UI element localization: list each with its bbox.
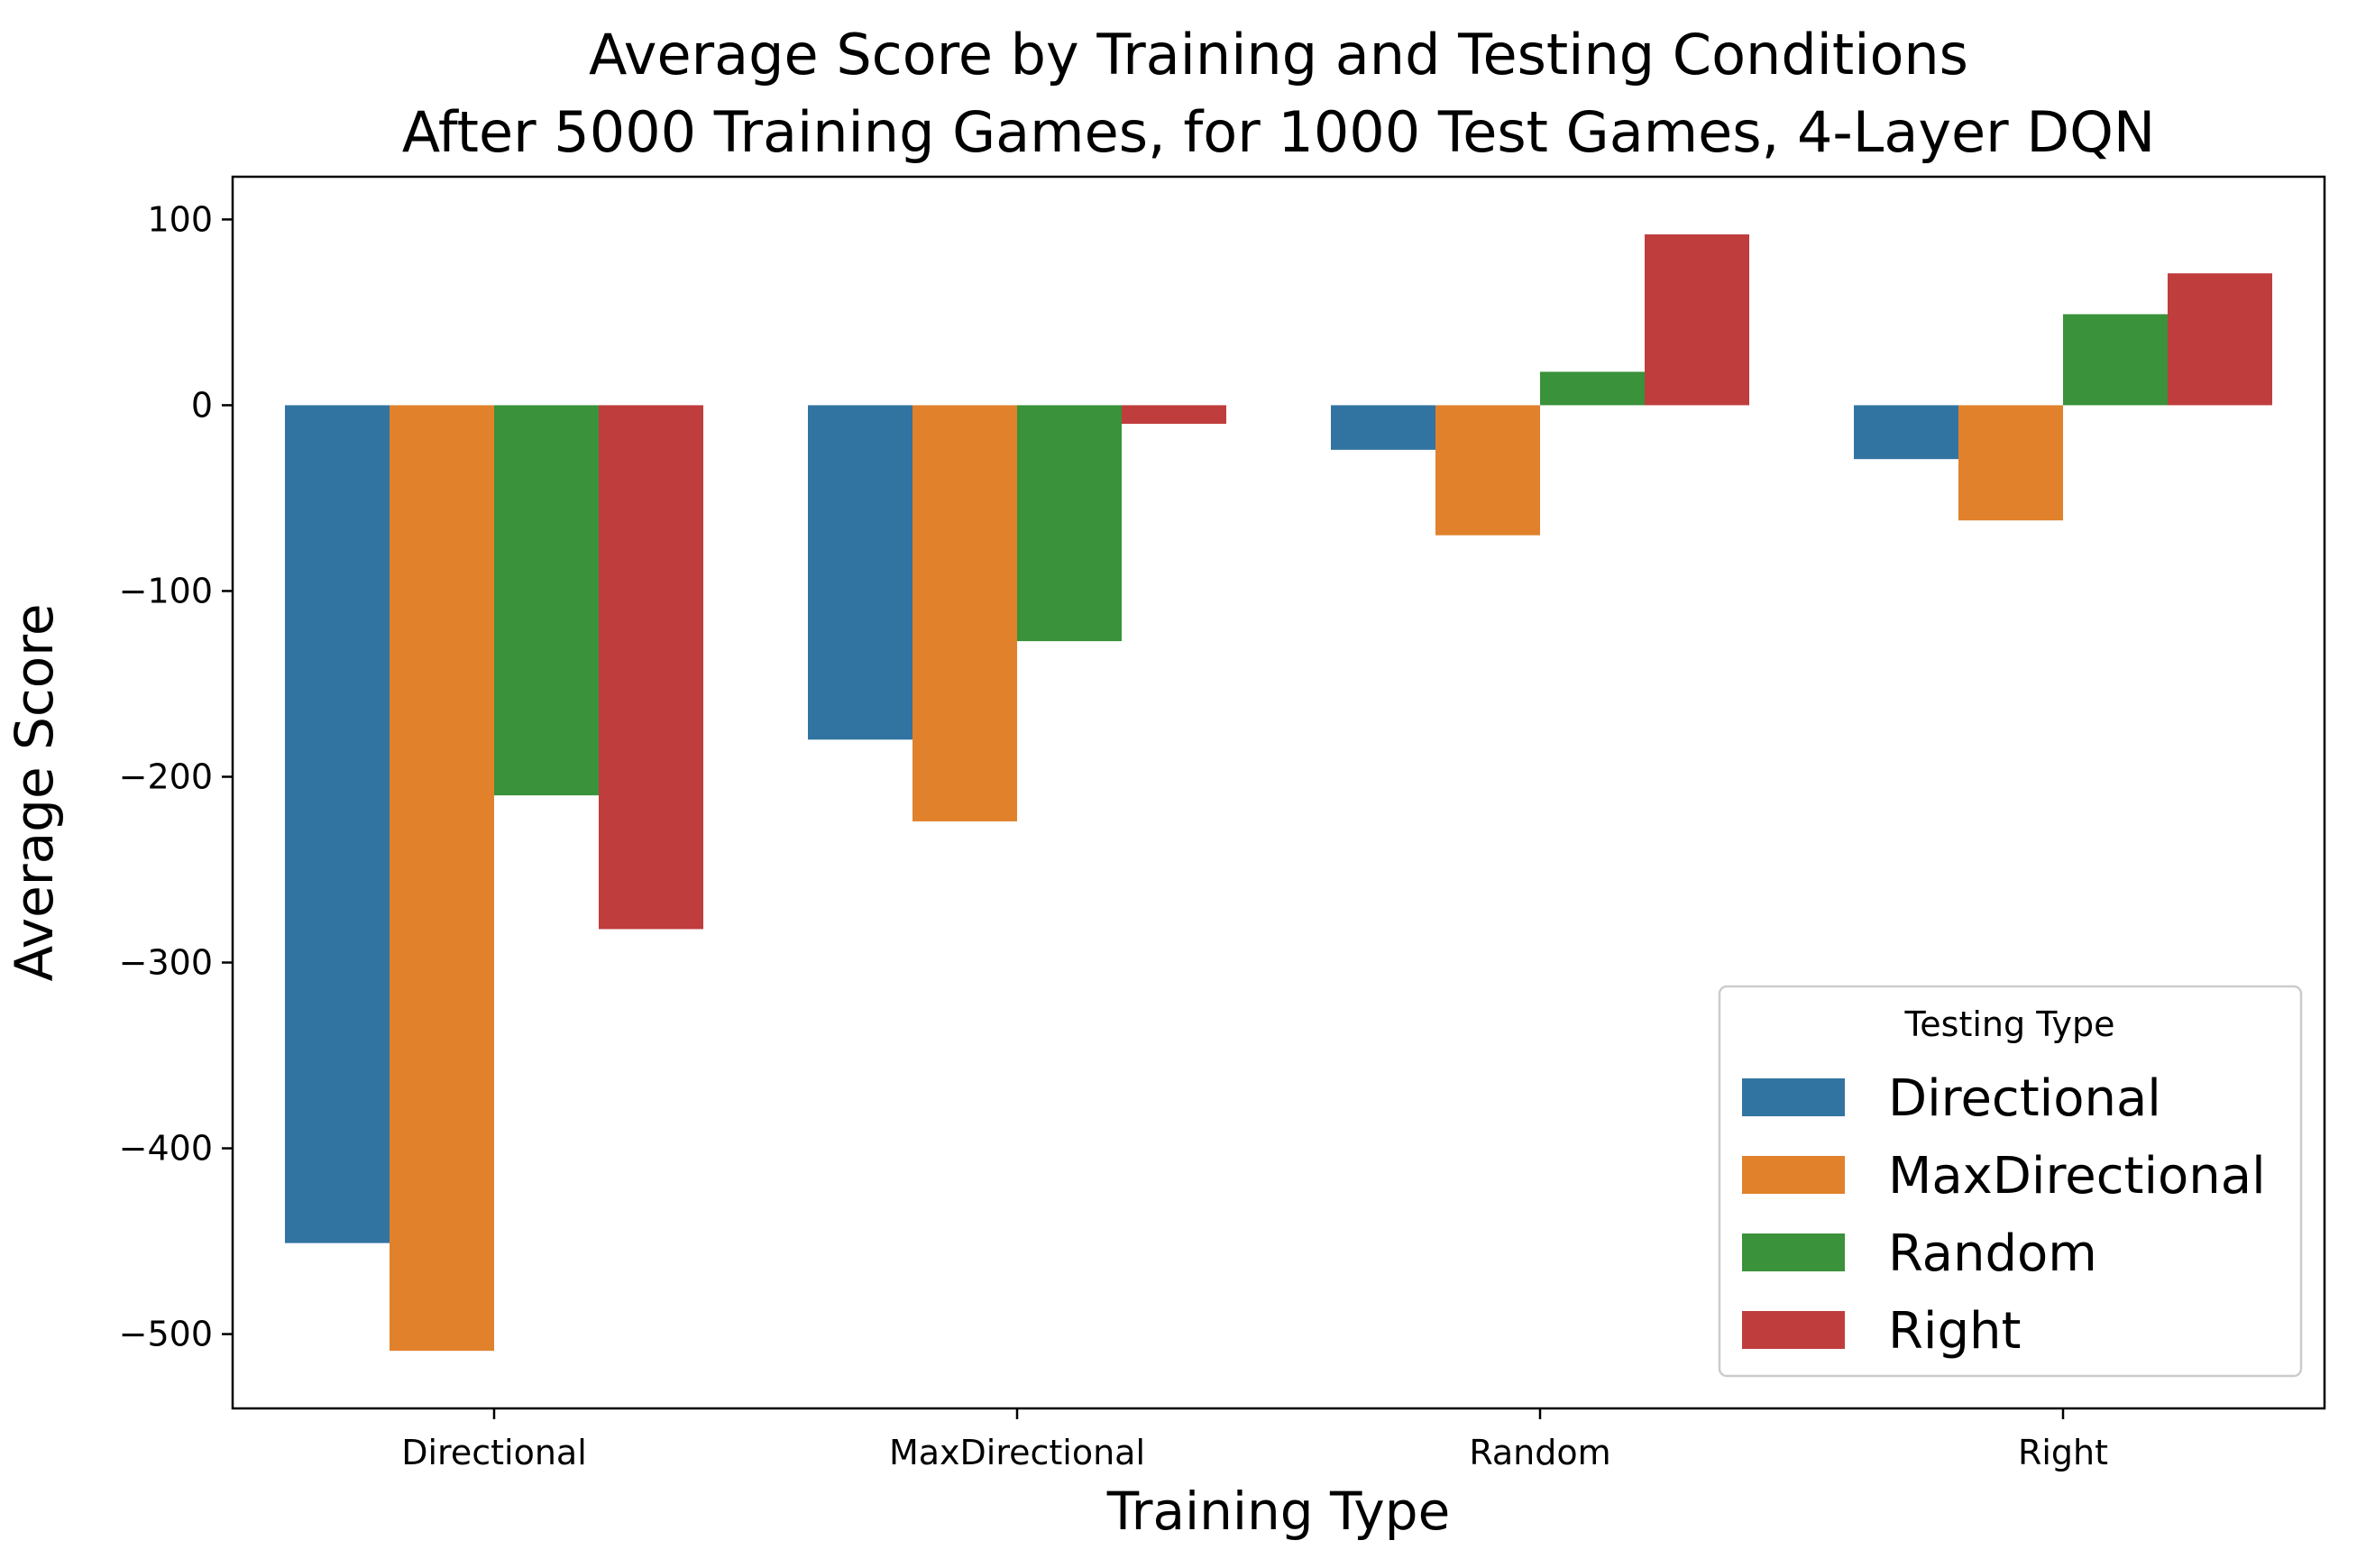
x-tick-label: MaxDirectional xyxy=(889,1433,1145,1472)
y-tick-label: −300 xyxy=(119,943,213,983)
legend-title: Testing Type xyxy=(1904,1004,2115,1044)
legend-swatch-random xyxy=(1742,1233,1845,1271)
bar-right-random xyxy=(2063,314,2168,406)
bar-random-random xyxy=(1540,371,1645,406)
x-axis-ticks: Directional MaxDirectional Random Right xyxy=(401,1408,2108,1472)
bar-right-maxdirectional xyxy=(1958,405,2063,521)
bar-directional-right xyxy=(599,405,703,930)
plot-area-frame xyxy=(231,175,2326,1410)
y-tick-label: −200 xyxy=(119,756,213,796)
x-tick-label: Right xyxy=(2018,1433,2108,1472)
legend-swatch-directional xyxy=(1742,1078,1845,1116)
chart-title-line-2: After 5000 Training Games, for 1000 Test… xyxy=(402,99,2156,165)
bar-right-directional xyxy=(1854,405,1958,460)
bar-maxdirectional-random xyxy=(1017,405,1122,642)
bar-right-right xyxy=(2168,273,2272,406)
y-axis-title: Average Score xyxy=(4,603,65,981)
bar-maxdirectional-directional xyxy=(808,405,912,740)
legend-label-maxdirectional: MaxDirectional xyxy=(1888,1147,2266,1206)
y-tick-label: 100 xyxy=(147,199,213,239)
bar-directional-random xyxy=(494,405,599,796)
legend-frame xyxy=(1718,985,2303,1378)
y-tick-label: 0 xyxy=(191,385,213,425)
x-tick-label: Directional xyxy=(401,1433,587,1472)
bar-directional-maxdirectional xyxy=(390,405,494,1352)
bar-random-maxdirectional xyxy=(1435,405,1540,536)
y-tick-label: −400 xyxy=(119,1129,213,1169)
y-axis-ticks: 100 0 −100 −200 −300 −400 −500 xyxy=(119,199,233,1354)
legend-label-directional: Directional xyxy=(1888,1069,2161,1128)
legend-label-random: Random xyxy=(1888,1224,2097,1283)
x-tick-label: Random xyxy=(1469,1433,1610,1472)
y-tick-label: −100 xyxy=(119,571,213,610)
bar-random-directional xyxy=(1331,405,1435,450)
legend-label-right: Right xyxy=(1888,1302,2021,1361)
y-tick-label: −500 xyxy=(119,1315,213,1354)
bar-directional-directional xyxy=(285,405,390,1243)
bars-group xyxy=(285,234,2272,1352)
legend-swatch-right xyxy=(1742,1311,1845,1349)
x-axis-title: Training Type xyxy=(1106,1481,1451,1542)
legend: Testing Type Directional MaxDirectional Ra… xyxy=(1718,985,2303,1378)
bar-maxdirectional-maxdirectional xyxy=(912,405,1017,821)
bar-random-right xyxy=(1645,234,1749,406)
legend-items: Directional MaxDirectional Random Right xyxy=(1742,1069,2266,1361)
chart-title-line-1: Average Score by Training and Testing Co… xyxy=(589,22,1968,87)
legend-swatch-maxdirectional xyxy=(1742,1156,1845,1194)
bar-maxdirectional-right xyxy=(1122,405,1226,425)
